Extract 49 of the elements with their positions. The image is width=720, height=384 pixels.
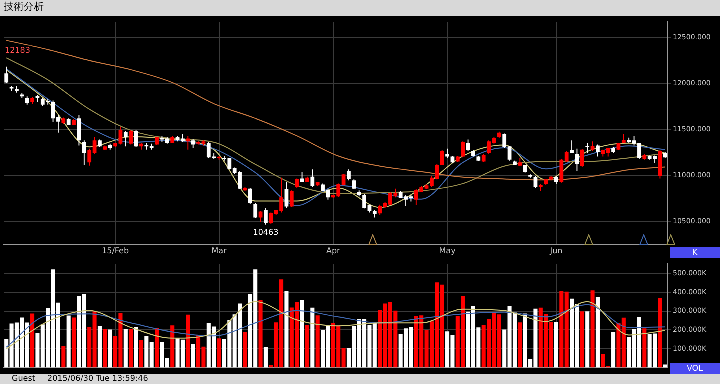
bar	[30, 314, 35, 368]
candlestick	[186, 136, 190, 150]
text: VOL	[670, 363, 720, 374]
bar	[155, 328, 160, 368]
bar	[134, 327, 138, 368]
bar	[612, 332, 616, 368]
bar	[98, 326, 102, 368]
bar	[658, 298, 662, 368]
x-tick-label: 15/Feb	[102, 246, 130, 256]
bar	[124, 330, 128, 368]
bar	[139, 340, 144, 368]
bar	[596, 297, 600, 368]
bar	[284, 291, 289, 368]
text: 2015/06/30 Tue 13:59:46	[48, 374, 148, 383]
candlestick	[586, 143, 590, 154]
bar	[310, 308, 315, 368]
bar	[580, 312, 584, 368]
bar	[642, 328, 647, 368]
chart-title: 技術分析	[0, 0, 720, 16]
bar	[129, 330, 134, 368]
line-series	[6, 40, 666, 181]
bar	[305, 325, 310, 368]
bar	[300, 300, 304, 368]
text: Guest	[12, 374, 36, 383]
bar	[103, 330, 108, 368]
x-tick-label: Mar	[212, 246, 228, 256]
bar	[66, 316, 71, 368]
text: K	[670, 247, 720, 258]
bar	[258, 300, 263, 368]
bar	[554, 322, 558, 368]
bar	[264, 347, 268, 368]
annotation: 10463	[253, 228, 279, 237]
bar	[586, 312, 590, 368]
bar	[108, 330, 112, 368]
bar	[243, 332, 248, 368]
x-tick-label: May	[439, 246, 456, 256]
line-series	[6, 58, 666, 194]
bar	[590, 290, 595, 368]
bar	[72, 318, 76, 368]
bar	[316, 316, 320, 368]
x-tick-label: Apr	[326, 246, 342, 256]
bar	[170, 326, 175, 368]
x-tick-label: Jun	[549, 246, 563, 256]
bar	[191, 344, 196, 368]
bar	[518, 322, 522, 368]
bar	[217, 338, 222, 368]
bar	[186, 314, 190, 368]
bar	[62, 346, 66, 368]
annotation: 12183	[5, 46, 30, 55]
